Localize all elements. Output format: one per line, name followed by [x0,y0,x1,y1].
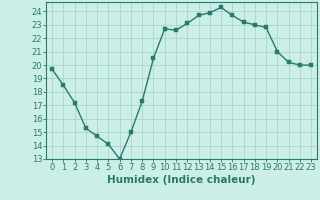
X-axis label: Humidex (Indice chaleur): Humidex (Indice chaleur) [107,175,256,185]
